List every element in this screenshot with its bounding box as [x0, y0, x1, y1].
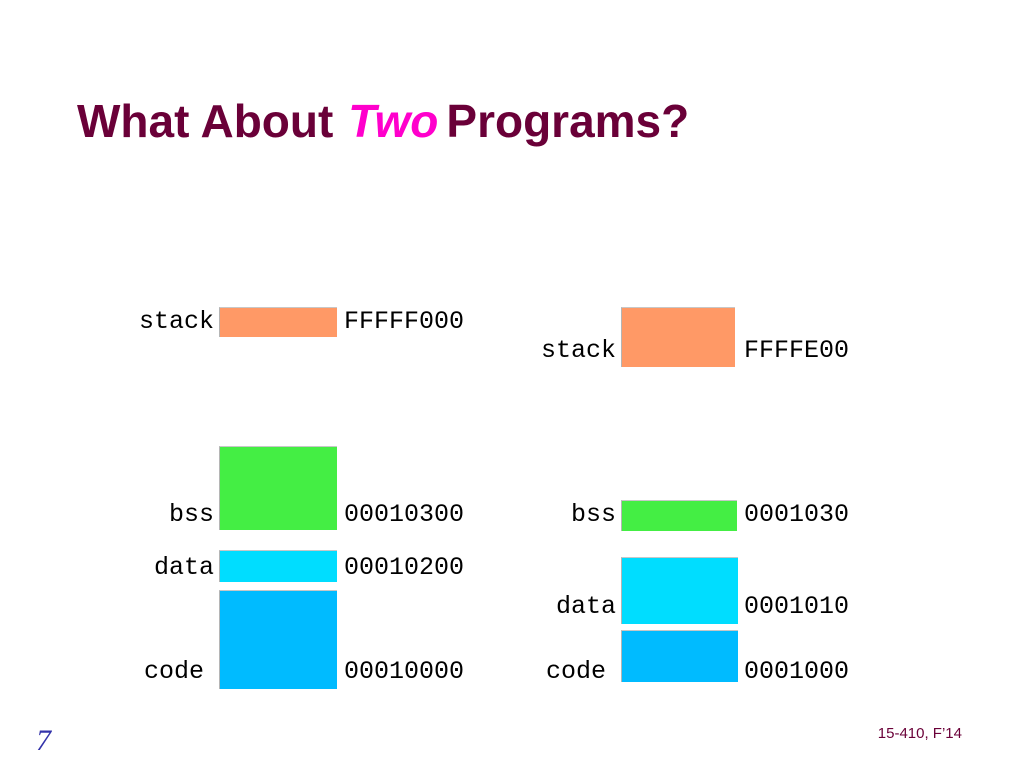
right-bss-segment	[621, 500, 737, 531]
right-data-label: data	[555, 592, 616, 621]
left-code-address: 00010000	[344, 657, 465, 686]
left-stack-segment	[219, 307, 337, 337]
right-data-address: 0001010	[744, 592, 850, 621]
course-label: 15-410, F’14	[877, 725, 962, 742]
left-stack-label: stack	[138, 307, 214, 336]
left-stack-address: FFFFF000	[344, 307, 465, 336]
title-text-before: What About	[77, 95, 334, 147]
right-code-label: code	[545, 657, 606, 686]
left-code-segment	[219, 590, 337, 689]
right-bss-address: 0001030	[744, 500, 850, 529]
left-bss-address: 00010300	[344, 500, 465, 529]
slide-title: What About Two Programs?	[77, 98, 689, 144]
right-code-address: 0001000	[744, 657, 850, 686]
right-stack-address: FFFFE00	[744, 336, 850, 365]
right-stack-segment	[621, 307, 735, 367]
right-code-segment	[621, 630, 738, 682]
title-emphasis: Two	[348, 95, 439, 147]
right-stack-label: stack	[540, 336, 616, 365]
left-data-address: 00010200	[344, 553, 465, 582]
left-data-label: data	[153, 553, 214, 582]
left-data-segment	[219, 550, 337, 582]
left-bss-label: bss	[168, 500, 214, 529]
right-bss-label: bss	[570, 500, 616, 529]
slide-number: 7	[36, 724, 51, 757]
title-text-after: Programs?	[446, 95, 690, 147]
left-code-label: code	[143, 657, 204, 686]
left-bss-segment	[219, 446, 337, 530]
right-data-segment	[621, 557, 738, 624]
